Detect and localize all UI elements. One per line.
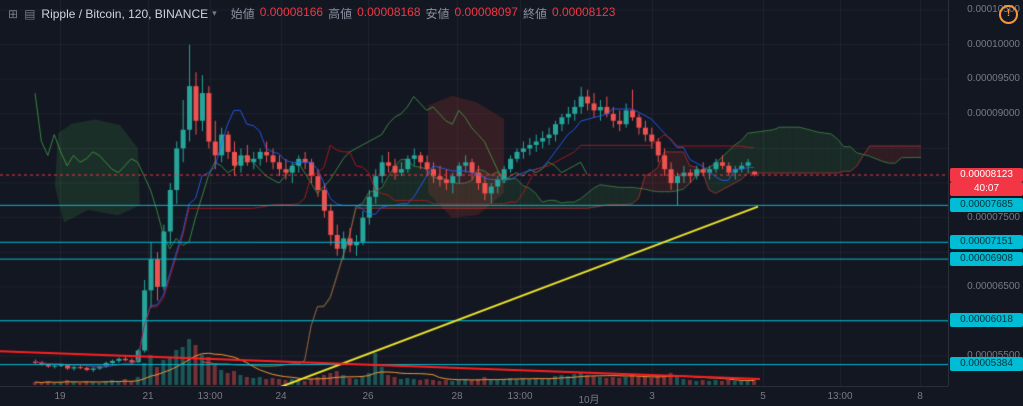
time-axis[interactable]: 19 21 13:00 24 26 28 13:00 10月 3 5 13:00 8 (0, 386, 948, 406)
support-price-label: 0.00007685 (950, 197, 1023, 212)
time-axis-label: 13:00 (197, 391, 223, 402)
price-axis-label: 0.00009500 (967, 73, 1020, 85)
symbol-title[interactable]: Ripple / Bitcoin, 120, BINANCE (41, 6, 209, 21)
time-axis-label: 19 (54, 391, 66, 402)
support-price-label: 0.00006908 (950, 251, 1023, 266)
price-axis-label: 0.00005500 (967, 350, 1020, 362)
chart-legend: ⊞ ▤ Ripple / Bitcoin, 120, BINANCE ▾ 始値 … (8, 5, 615, 22)
time-axis-label: 3 (649, 391, 655, 402)
support-price-label: 0.00007151 (950, 234, 1023, 249)
time-axis-label: 5 (760, 391, 766, 402)
low-label: 安値 (425, 7, 450, 21)
time-axis-label: 21 (142, 391, 154, 402)
chevron-down-icon[interactable]: ▾ (212, 8, 217, 18)
current-price-label: 0.00008123 (950, 167, 1023, 182)
support-price-label: 0.00006018 (950, 313, 1023, 328)
price-axis-label: 0.00010000 (967, 38, 1020, 50)
time-axis-label: 8 (917, 391, 923, 402)
price-chart-canvas[interactable] (0, 0, 948, 386)
close-label: 終値 (522, 7, 547, 21)
price-axis-label: 0.00010500 (967, 4, 1020, 16)
time-axis-label: 24 (275, 391, 287, 402)
close-value: 0.00008123 (551, 5, 616, 19)
time-axis-label: 10月 (578, 395, 600, 406)
high-value: 0.00008168 (357, 5, 421, 19)
time-axis-label: 13:00 (827, 391, 853, 402)
price-axis-label: 0.00006500 (967, 280, 1020, 292)
ohlc-legend: 始値 0.00008166 高値 0.00008168 安値 0.0000809… (231, 5, 616, 22)
price-axis-label: 0.00009000 (967, 107, 1020, 119)
open-label: 始値 (230, 7, 255, 21)
time-axis-label: 28 (451, 391, 463, 402)
support-price-label: 0.00005384 (950, 357, 1023, 372)
layout-grid-icon[interactable]: ⊞ (8, 6, 19, 21)
open-value: 0.00008166 (259, 5, 324, 19)
bar-countdown-label: 40:07 (950, 181, 1023, 196)
chart-style-icon[interactable]: ▤ (24, 6, 36, 21)
time-axis-label: 13:00 (507, 391, 533, 402)
time-axis-label: 26 (362, 391, 374, 402)
price-axis[interactable]: 0.00010500 0.00010000 0.00009500 0.00009000… (948, 0, 1023, 386)
low-value: 0.00008097 (454, 5, 518, 19)
price-axis-label: 0.00007500 (967, 211, 1020, 223)
alert-warning-icon[interactable]: ! (999, 5, 1018, 24)
high-label: 高値 (328, 7, 353, 21)
